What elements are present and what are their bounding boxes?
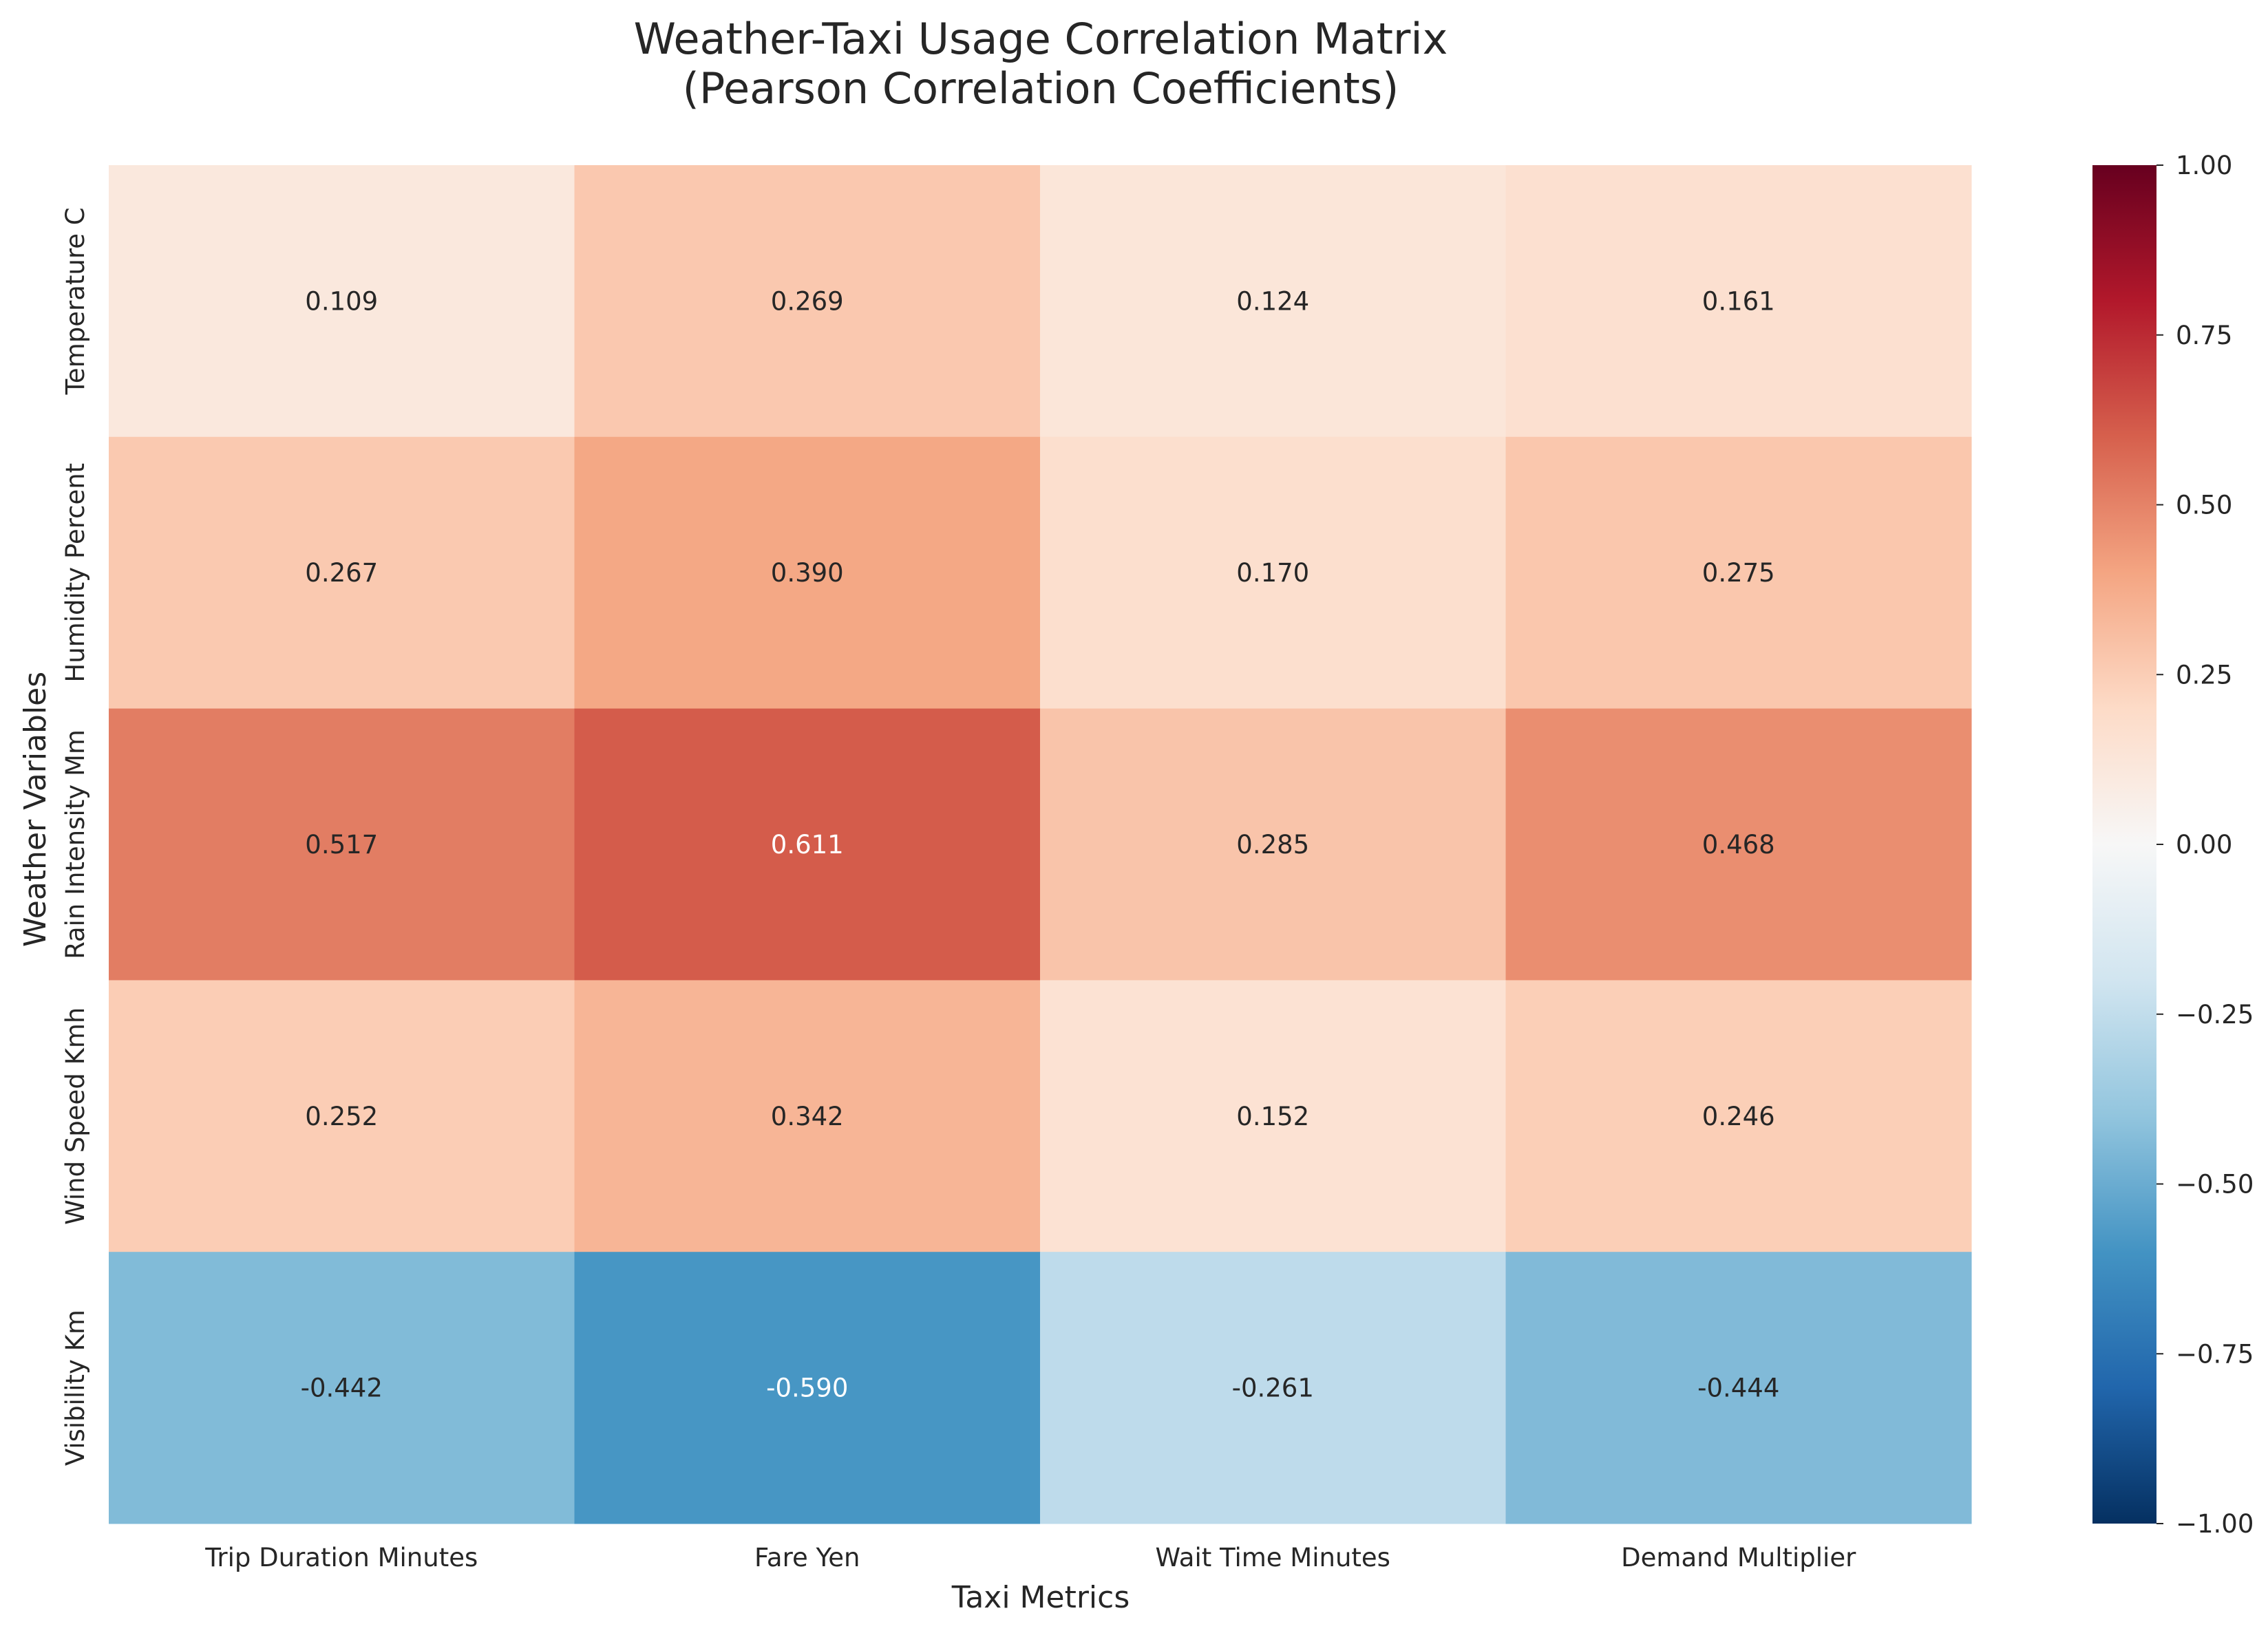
colorbar-tick-label: −0.75 (2176, 1339, 2254, 1369)
cell-value-label: 0.342 (771, 1102, 844, 1131)
cell-value-label: 0.170 (1236, 558, 1309, 588)
heatmap-cell (1505, 165, 1972, 438)
cell-value-label: 0.269 (771, 286, 844, 316)
x-tick-labels: Trip Duration Minutes Fare Yen Wait Time M… (204, 1543, 1856, 1572)
heatmap-cell (1505, 1252, 1972, 1524)
x-tick-label: Demand Multiplier (1621, 1543, 1856, 1572)
heatmap-cell (1040, 708, 1506, 981)
cell-value-label: -0.444 (1697, 1374, 1779, 1403)
colorbar-ticks: 1.00 0.75 0.50 0.25 0.00 −0.25 −0.50 −0.75 −1.00 (2156, 151, 2254, 1539)
heatmap-cell (1505, 708, 1972, 981)
cell-value-label: 0.124 (1236, 286, 1309, 316)
x-tick-label: Wait Time Minutes (1156, 1543, 1390, 1572)
cell-value-label: -0.590 (766, 1374, 848, 1403)
cell-value-label: -0.261 (1232, 1374, 1314, 1403)
colorbar-tick-label: −1.00 (2176, 1509, 2254, 1539)
heatmap-cell (574, 980, 1041, 1252)
heatmap-cell (109, 708, 575, 981)
heatmap-cell (574, 1252, 1041, 1524)
y-tick-label: Visibility Km (61, 1310, 90, 1466)
heatmap-cell (1505, 436, 1972, 709)
colorbar-tick-label: 1.00 (2176, 151, 2232, 180)
cell-value-label: 0.275 (1702, 558, 1775, 588)
colorbar-tick-label: −0.50 (2176, 1170, 2254, 1199)
cell-value-label: -0.442 (301, 1374, 383, 1403)
heatmap-cell (574, 436, 1041, 709)
heatmap-cell (1040, 436, 1506, 709)
chart-title: Weather-Taxi Usage Correlation Matrix (634, 14, 1448, 64)
cell-value-label: 0.109 (305, 286, 378, 316)
y-tick-labels: Temperature C Humidity Percent Rain Intens… (61, 207, 90, 1466)
cell-value-label: 0.611 (771, 830, 844, 860)
cell-value-label: 0.517 (305, 830, 378, 860)
x-tick-label: Fare Yen (754, 1543, 860, 1572)
y-tick-label: Rain Intensity Mm (61, 729, 90, 959)
heatmap-cell (109, 436, 575, 709)
y-tick-label: Wind Speed Kmh (61, 1007, 90, 1225)
cell-value-label: 0.246 (1702, 1102, 1775, 1131)
y-tick-label: Temperature C (61, 207, 90, 395)
cell-value-label: 0.468 (1702, 830, 1775, 860)
cell-value-label: 0.285 (1236, 830, 1309, 860)
chart-subtitle: (Pearson Correlation Coefficients) (683, 63, 1399, 114)
heatmap-cell (109, 1252, 575, 1524)
heatmap-cell (574, 708, 1041, 981)
x-tick-label: Trip Duration Minutes (204, 1543, 478, 1572)
y-axis-label: Weather Variables (18, 672, 53, 947)
colorbar-tick-label: 0.25 (2176, 660, 2232, 690)
heatmap-cell (1040, 165, 1506, 438)
cell-value-label: 0.161 (1702, 286, 1775, 316)
colorbar-tick-label: 0.00 (2176, 830, 2232, 860)
colorbar-tick-label: −0.25 (2176, 1000, 2254, 1029)
heatmap-cell (1505, 980, 1972, 1252)
heatmap-cells: 0.109 0.269 0.124 0.161 0.267 0.390 0.170 0.275… (109, 165, 1972, 1524)
heatmap-cell (109, 165, 575, 438)
cell-value-label: 0.152 (1236, 1102, 1309, 1131)
y-tick-label: Humidity Percent (61, 463, 90, 683)
heatmap-cell (109, 980, 575, 1252)
colorbar (2092, 165, 2156, 1524)
heatmap-cell (1040, 1252, 1506, 1524)
heatmap-cell (574, 165, 1041, 438)
heatmap-cell (1040, 980, 1506, 1252)
cell-value-label: 0.390 (771, 558, 844, 588)
colorbar-tick-label: 0.75 (2176, 321, 2232, 350)
cell-value-label: 0.267 (305, 558, 378, 588)
x-axis-label: Taxi Metrics (951, 1580, 1130, 1615)
cell-value-label: 0.252 (305, 1102, 378, 1131)
colorbar-tick-label: 0.50 (2176, 491, 2232, 520)
